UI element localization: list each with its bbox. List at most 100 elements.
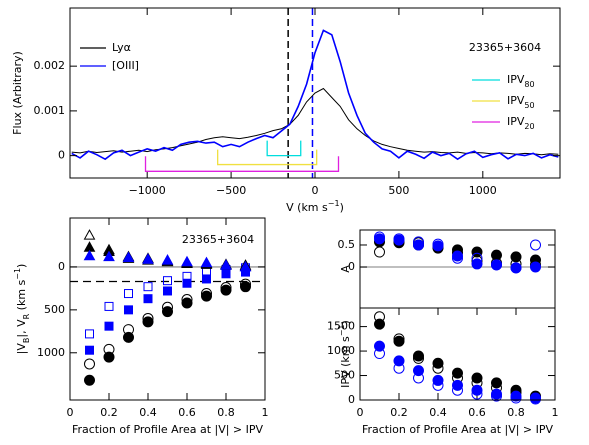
marker [413, 350, 424, 362]
marker [240, 278, 251, 290]
marker [103, 250, 115, 262]
marker [393, 362, 405, 374]
marker [142, 316, 154, 328]
x-axis-label: Fraction of Profile Area at |V| > IPV [362, 423, 554, 436]
marker [413, 236, 424, 248]
marker [374, 318, 385, 330]
marker [471, 258, 483, 270]
marker [161, 254, 174, 265]
x-tick-label: 0.4 [429, 406, 447, 419]
marker [163, 286, 172, 296]
marker [84, 358, 95, 370]
marker [452, 367, 463, 379]
marker [201, 288, 212, 300]
marker [182, 278, 192, 288]
marker [143, 282, 153, 292]
label-part: Fraction of Profile Area at |V| > IPV [72, 423, 264, 436]
x-axis-label: V (km s−1) [286, 199, 344, 214]
marker [530, 239, 541, 251]
marker [182, 271, 192, 281]
marker [181, 297, 193, 309]
label-part: −1 [328, 199, 340, 208]
label-part: ) [340, 201, 344, 214]
x-tick-label: −1000 [129, 184, 166, 197]
x-tick-label: 0 [357, 406, 364, 419]
label-part: Flux (Arbitrary) [11, 51, 24, 135]
label-part: −1 [337, 324, 346, 336]
marker [374, 231, 385, 243]
marker [124, 289, 133, 299]
label-part: IPV [507, 94, 525, 107]
marker [83, 249, 96, 261]
legend-label: IPV50 [507, 94, 535, 110]
marker [85, 329, 94, 339]
x-tick-label: 0.2 [100, 406, 118, 419]
label-part: 20 [524, 122, 534, 131]
marker [471, 384, 483, 396]
label-part: ) [15, 264, 28, 268]
marker [530, 261, 541, 273]
y-tick-label: 0.002 [34, 59, 66, 72]
axes-frame [359, 307, 556, 401]
marker [162, 301, 173, 313]
axes-frame [359, 229, 556, 309]
axes-frame [69, 7, 561, 179]
marker [85, 345, 94, 355]
x-tick-label: 1000 [469, 184, 497, 197]
panel-label: 23365+3604 [469, 41, 541, 54]
label-part: B [22, 338, 31, 344]
marker [471, 372, 483, 384]
y-axis-label: |VB|, VR (km s−1) [13, 264, 31, 355]
label-part: R [22, 313, 31, 319]
panel-label: 23365+3604 [182, 233, 254, 246]
marker [432, 379, 444, 391]
x-tick-label: 1 [552, 406, 559, 419]
marker [84, 374, 95, 386]
x-tick-label: 0 [67, 406, 74, 419]
marker [202, 274, 211, 284]
y-axis-label: A [339, 265, 352, 273]
marker [181, 294, 193, 306]
marker [122, 251, 135, 262]
y-tick-label: 0 [348, 393, 355, 406]
label-part: IPV [507, 73, 525, 86]
marker [471, 246, 483, 258]
y-tick-label: 0 [58, 149, 65, 162]
y-tick-label: 0.001 [34, 104, 66, 117]
marker [452, 384, 463, 396]
ipv-bracket [217, 149, 318, 166]
x-tick-label: 0.6 [468, 406, 486, 419]
marker [103, 343, 115, 355]
marker [491, 390, 502, 402]
plot-area [70, 266, 265, 283]
marker [104, 301, 114, 311]
marker [530, 393, 541, 405]
label-part: |, V [15, 319, 28, 338]
spectrum-line [71, 29, 559, 161]
x-axis-label: Fraction of Profile Area at |V| > IPV [72, 423, 264, 436]
y-tick-label: 0 [348, 260, 355, 273]
x-tick-label: 0.4 [139, 406, 157, 419]
marker [393, 335, 405, 347]
marker [104, 321, 114, 331]
marker [374, 348, 385, 360]
label-part: Fraction of Profile Area at |V| > IPV [362, 423, 554, 436]
marker [510, 251, 522, 263]
ipv-bracket [266, 140, 302, 157]
label-part: |V [15, 343, 28, 355]
x-tick-label: 500 [388, 184, 409, 197]
marker [220, 284, 232, 296]
x-tick-label: −500 [216, 184, 246, 197]
legend-label: IPV80 [507, 73, 535, 89]
x-tick-label: 0.8 [217, 406, 235, 419]
marker [432, 238, 444, 250]
marker [181, 255, 193, 267]
marker [220, 282, 232, 294]
marker [163, 276, 172, 286]
marker [491, 377, 502, 389]
marker [452, 250, 463, 262]
marker [124, 305, 133, 315]
marker [220, 259, 232, 270]
marker [103, 351, 115, 363]
marker [239, 260, 252, 272]
